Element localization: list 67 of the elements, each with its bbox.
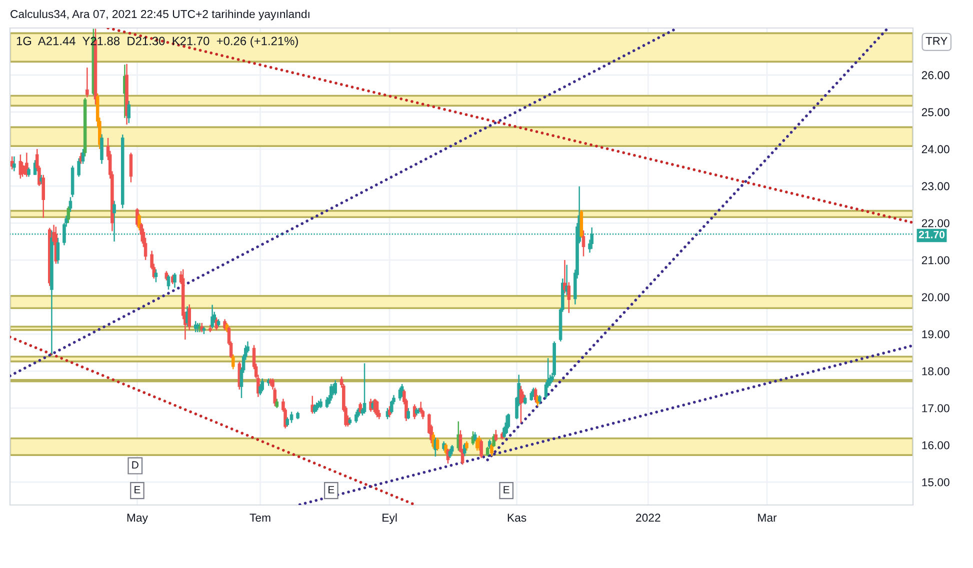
candlestick [462, 442, 466, 457]
candlestick [538, 394, 542, 405]
candlestick [494, 429, 498, 442]
candlestick [448, 448, 452, 459]
annotation: D [132, 461, 138, 468]
y-tick-label: 17.00 [922, 404, 950, 412]
candlestick [166, 274, 170, 290]
candlestick [465, 440, 468, 452]
annotation: E [328, 486, 334, 494]
candlestick [436, 437, 440, 452]
candlestick [129, 152, 133, 183]
y-tick-label: 18.00 [922, 367, 950, 376]
candlestick [18, 154, 22, 180]
y-tick-label: 19.00 [922, 330, 950, 338]
candlestick [12, 156, 16, 172]
candlestick [486, 446, 490, 457]
candlestick [56, 237, 60, 264]
chart-title: Calculus34, Ara 07, 2021 22:45 UTC+2 tarihinde yayınlandı [10, 10, 310, 20]
y-tick-label: 16.00 [922, 441, 950, 450]
candlestick [154, 268, 158, 283]
candlestick [27, 166, 30, 178]
y-tick-label: 24.00 [922, 145, 950, 154]
x-tick-label: Tem [250, 514, 270, 522]
candlestick [275, 398, 279, 409]
candlestick [225, 322, 229, 333]
candlestick [582, 230, 586, 257]
y-tick-label: 20.00 [922, 293, 950, 302]
x-tick-label: Eyl [382, 513, 397, 524]
candlestick [286, 416, 289, 428]
candlestick [358, 402, 362, 414]
y-tick-label: 21.00 [922, 256, 950, 264]
candlestick [68, 196, 72, 213]
candlestick [406, 407, 410, 420]
y-tick-label: 23.00 [922, 182, 950, 190]
x-tick-label: Mar [758, 514, 777, 522]
candlestick [523, 394, 527, 405]
candlestick [530, 390, 533, 402]
y-tick-label: 15.00 [922, 478, 950, 486]
ref-line-label: 21.70 [918, 230, 945, 238]
candlestick [66, 206, 70, 224]
y-tick-label: 22.00 [922, 219, 950, 228]
y-tick-label: 25.00 [922, 108, 950, 116]
candlestick [173, 272, 176, 288]
x-tick-label: May [127, 514, 148, 524]
annotation: E [134, 486, 140, 494]
candlestick [77, 158, 80, 178]
candlestick [260, 378, 264, 392]
candlestick [232, 354, 235, 370]
x-tick-label: Kas [508, 514, 526, 522]
candlestick [100, 134, 104, 164]
candlestick [210, 304, 214, 330]
x-tick-label: 2022 [636, 514, 660, 522]
candlestick [480, 438, 483, 459]
text: TRY [926, 37, 948, 45]
candlestick [450, 444, 454, 455]
candlestick [138, 213, 141, 232]
candlestick [164, 270, 168, 281]
candlestick [444, 442, 448, 455]
candlestick [432, 431, 435, 450]
candlestick [127, 100, 131, 124]
candlestick [354, 411, 358, 424]
annotation: E [504, 486, 510, 494]
candlestick [492, 433, 496, 448]
candlestick [488, 438, 492, 450]
candlestick [490, 442, 494, 457]
y-tick-label: 26.00 [922, 71, 950, 80]
candlestick [86, 66, 89, 98]
